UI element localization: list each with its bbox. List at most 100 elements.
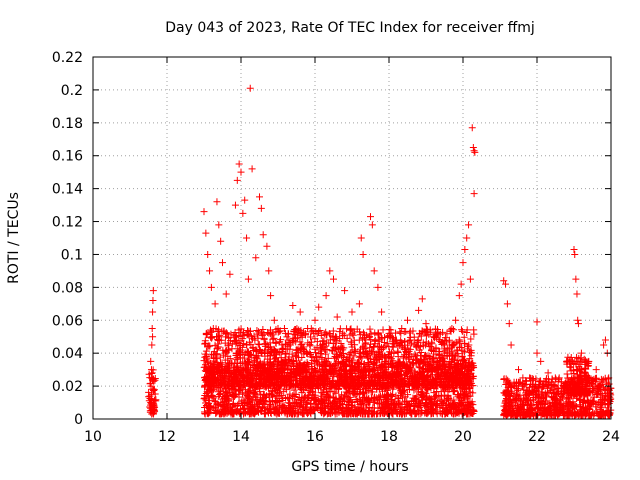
data-point <box>470 326 478 334</box>
data-point <box>246 394 254 402</box>
data-point <box>265 403 273 411</box>
data-point <box>465 221 473 229</box>
data-point <box>465 341 473 349</box>
data-point <box>146 392 154 400</box>
data-point <box>323 357 331 365</box>
data-point <box>397 387 405 395</box>
data-point <box>348 402 356 410</box>
data-point <box>290 386 298 394</box>
chart-title: Day 043 of 2023, Rate Of TEC Index for r… <box>165 20 535 36</box>
data-point <box>292 399 300 407</box>
data-point <box>340 394 348 402</box>
data-point <box>240 354 248 362</box>
data-point <box>269 335 277 343</box>
data-point <box>201 403 209 411</box>
data-point <box>338 409 346 417</box>
data-point <box>330 388 338 396</box>
data-point <box>214 337 222 345</box>
data-point <box>255 341 263 349</box>
data-point <box>311 395 319 403</box>
data-point <box>574 316 582 324</box>
data-point <box>424 402 432 410</box>
data-point <box>392 392 400 400</box>
data-point <box>418 295 426 303</box>
data-point <box>387 405 395 413</box>
data-point <box>251 401 259 409</box>
data-point <box>355 390 363 398</box>
data-point <box>457 280 465 288</box>
data-point <box>249 405 257 413</box>
data-point <box>315 303 323 311</box>
data-point <box>355 300 363 308</box>
y-tick-label: 0.18 <box>52 116 83 132</box>
data-point <box>295 393 303 401</box>
data-point <box>347 367 355 375</box>
data-point <box>289 301 297 309</box>
data-point <box>278 396 286 404</box>
data-point <box>279 344 287 352</box>
x-tick-label: 22 <box>528 429 546 445</box>
data-point <box>239 405 247 413</box>
data-point <box>409 394 417 402</box>
data-point <box>601 336 609 344</box>
data-point <box>361 348 369 356</box>
data-point <box>390 401 398 409</box>
data-point <box>427 343 435 351</box>
data-point <box>305 391 313 399</box>
data-point <box>434 370 442 378</box>
data-point <box>463 408 471 416</box>
data-point <box>227 410 235 418</box>
data-point <box>211 300 219 308</box>
data-point <box>303 400 311 408</box>
data-point <box>442 409 450 417</box>
data-point <box>443 330 451 338</box>
x-tick-label: 14 <box>232 429 250 445</box>
data-point <box>148 325 156 332</box>
data-point <box>438 409 446 417</box>
data-point <box>457 399 465 407</box>
data-point <box>347 338 355 346</box>
data-point <box>346 362 354 370</box>
data-point <box>216 390 224 398</box>
x-tick-label: 10 <box>84 429 102 445</box>
data-point <box>515 366 522 374</box>
data-point <box>322 292 330 300</box>
data-point <box>404 362 412 370</box>
data-point <box>296 408 304 416</box>
data-point <box>229 393 237 401</box>
data-point <box>439 361 447 369</box>
data-point <box>231 201 239 209</box>
data-point <box>374 283 382 291</box>
data-point <box>334 404 342 412</box>
data-point <box>470 147 478 155</box>
y-tick-label: 0.14 <box>52 182 83 198</box>
data-point <box>265 267 273 275</box>
data-point <box>216 410 224 418</box>
data-point <box>460 333 468 341</box>
data-point <box>464 391 472 399</box>
data-point <box>341 410 349 418</box>
data-point <box>270 355 278 363</box>
data-point <box>222 392 230 400</box>
data-point <box>260 397 268 405</box>
data-point <box>272 392 280 400</box>
data-point <box>411 402 419 410</box>
data-point <box>404 344 412 352</box>
data-point <box>303 409 311 417</box>
data-point <box>235 160 243 168</box>
data-point <box>329 409 337 417</box>
y-tick-label: 0.2 <box>61 83 83 99</box>
data-point <box>302 404 310 412</box>
data-point <box>320 330 328 338</box>
data-points <box>145 84 615 420</box>
data-point <box>284 410 292 418</box>
data-point <box>439 399 447 407</box>
data-point <box>437 374 445 382</box>
data-point <box>570 246 578 254</box>
data-point <box>572 275 580 283</box>
data-point <box>405 406 413 414</box>
data-point <box>253 391 261 399</box>
data-point <box>471 148 479 156</box>
data-point <box>381 398 389 406</box>
